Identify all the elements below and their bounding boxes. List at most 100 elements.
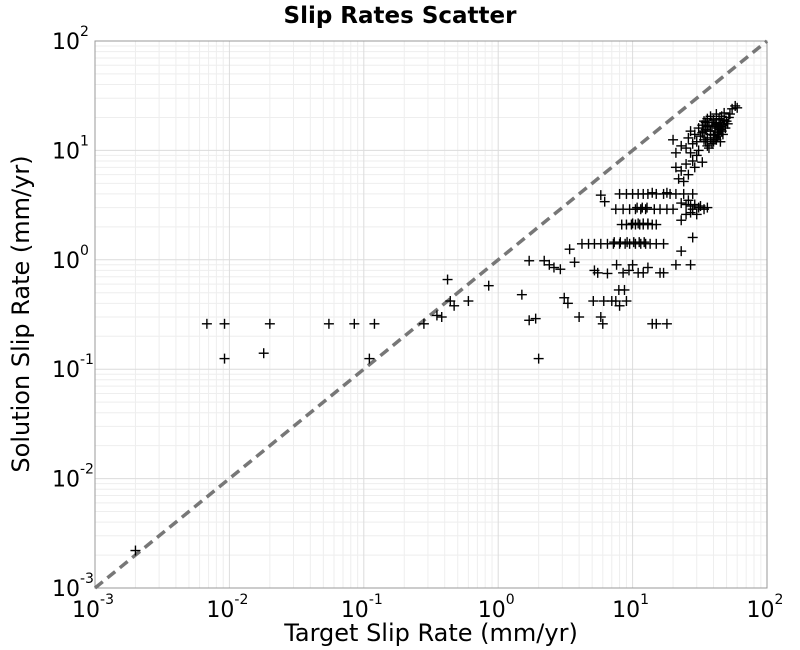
data-point-marker — [569, 257, 580, 268]
y-tick-labels: 10-3 10-2 10-1 100 101 102 — [52, 24, 94, 602]
data-point-marker — [463, 296, 474, 307]
data-point-marker — [678, 188, 689, 199]
data-point-marker — [219, 353, 230, 364]
data-point-marker — [668, 134, 679, 145]
data-point-marker — [699, 126, 710, 137]
data-point-marker — [685, 259, 696, 270]
data-point-marker — [642, 262, 653, 273]
data-point-marker — [258, 348, 269, 359]
data-point-marker — [201, 318, 212, 329]
data-point-marker — [364, 353, 375, 364]
y-tick-label: 10-1 — [52, 352, 94, 383]
data-point-marker — [264, 318, 275, 329]
data-point-marker — [732, 102, 743, 113]
data-point-marker — [668, 204, 679, 215]
data-point-marker — [638, 267, 649, 278]
x-tick-label: 102 — [747, 592, 784, 623]
data-point-marker — [219, 318, 230, 329]
data-point-marker — [614, 300, 625, 311]
data-point-marker — [714, 113, 725, 124]
chart-title: Slip Rates Scatter — [284, 3, 518, 29]
data-point-marker — [562, 298, 573, 309]
x-tick-label: 10-3 — [72, 592, 114, 623]
data-point-marker — [670, 147, 681, 158]
data-point-marker — [697, 157, 708, 168]
data-point-marker — [323, 318, 334, 329]
data-point-marker — [619, 284, 630, 295]
data-point-marker — [670, 259, 681, 270]
data-point-marker — [651, 219, 662, 230]
data-point-marker — [642, 202, 653, 213]
data-point-marker — [530, 313, 541, 324]
data-point-marker — [676, 215, 687, 226]
data-point-marker — [555, 264, 566, 275]
grid-minor-lines — [95, 41, 767, 588]
data-point-marker — [483, 280, 494, 291]
x-tick-label: 10-1 — [341, 592, 383, 623]
data-point-marker — [681, 159, 692, 170]
data-point-marker — [559, 292, 570, 303]
data-point-marker — [592, 267, 603, 278]
y-tick-label: 101 — [52, 133, 89, 164]
data-point-marker — [623, 265, 634, 276]
data-point-marker — [369, 318, 380, 329]
data-point-marker — [689, 129, 700, 140]
data-point-marker — [651, 318, 662, 329]
data-point-marker — [647, 187, 658, 198]
y-tick-label: 102 — [52, 24, 89, 55]
data-point-marker — [702, 140, 713, 151]
data-point-marker — [687, 232, 698, 243]
data-point-marker — [524, 255, 535, 266]
data-point-marker — [442, 274, 453, 285]
data-point-marker — [673, 173, 684, 184]
y-tick-label: 10-3 — [52, 571, 94, 602]
data-point-marker — [683, 132, 694, 143]
data-point-marker — [436, 312, 447, 323]
data-points — [130, 100, 743, 556]
data-point-marker — [611, 259, 622, 270]
data-point-marker — [574, 312, 585, 323]
data-point-marker — [627, 259, 638, 270]
data-point-marker — [618, 267, 629, 278]
data-point-marker — [691, 209, 702, 220]
x-tick-label: 100 — [478, 592, 515, 623]
data-point-marker — [431, 310, 442, 321]
data-point-marker — [599, 196, 610, 207]
data-point-marker — [715, 136, 726, 147]
x-tick-label: 101 — [612, 592, 649, 623]
data-point-marker — [681, 209, 692, 220]
data-point-marker — [719, 107, 730, 118]
data-point-marker — [687, 204, 698, 215]
data-point-marker — [602, 268, 613, 279]
data-point-marker — [533, 353, 544, 364]
data-point-marker — [683, 169, 694, 180]
data-point-marker — [685, 147, 696, 158]
reference-line — [93, 39, 769, 590]
data-point-marker — [708, 114, 719, 125]
data-point-marker — [687, 156, 698, 167]
data-point-marker — [661, 318, 672, 329]
data-point-marker — [681, 143, 692, 154]
data-point-marker — [676, 198, 687, 209]
data-point-marker — [130, 545, 141, 556]
data-point-marker — [597, 318, 608, 329]
data-point-marker — [676, 140, 687, 151]
data-point-marker — [548, 262, 559, 273]
data-point-marker — [693, 202, 704, 213]
data-point-marker — [658, 267, 669, 278]
data-point-marker — [639, 237, 650, 248]
data-point-marker — [564, 244, 575, 255]
data-point-marker — [724, 109, 735, 120]
data-point-marker — [702, 202, 713, 213]
data-point-marker — [642, 218, 653, 229]
data-point-marker — [595, 190, 606, 201]
data-point-marker — [595, 312, 606, 323]
y-tick-label: 10-2 — [52, 462, 94, 493]
y-tick-label: 100 — [52, 243, 89, 274]
data-point-marker — [349, 318, 360, 329]
x-axis-label: Target Slip Rate (mm/yr) — [283, 619, 578, 647]
data-point-marker — [676, 246, 687, 257]
data-point-marker — [418, 318, 429, 329]
data-point-marker — [661, 187, 672, 198]
